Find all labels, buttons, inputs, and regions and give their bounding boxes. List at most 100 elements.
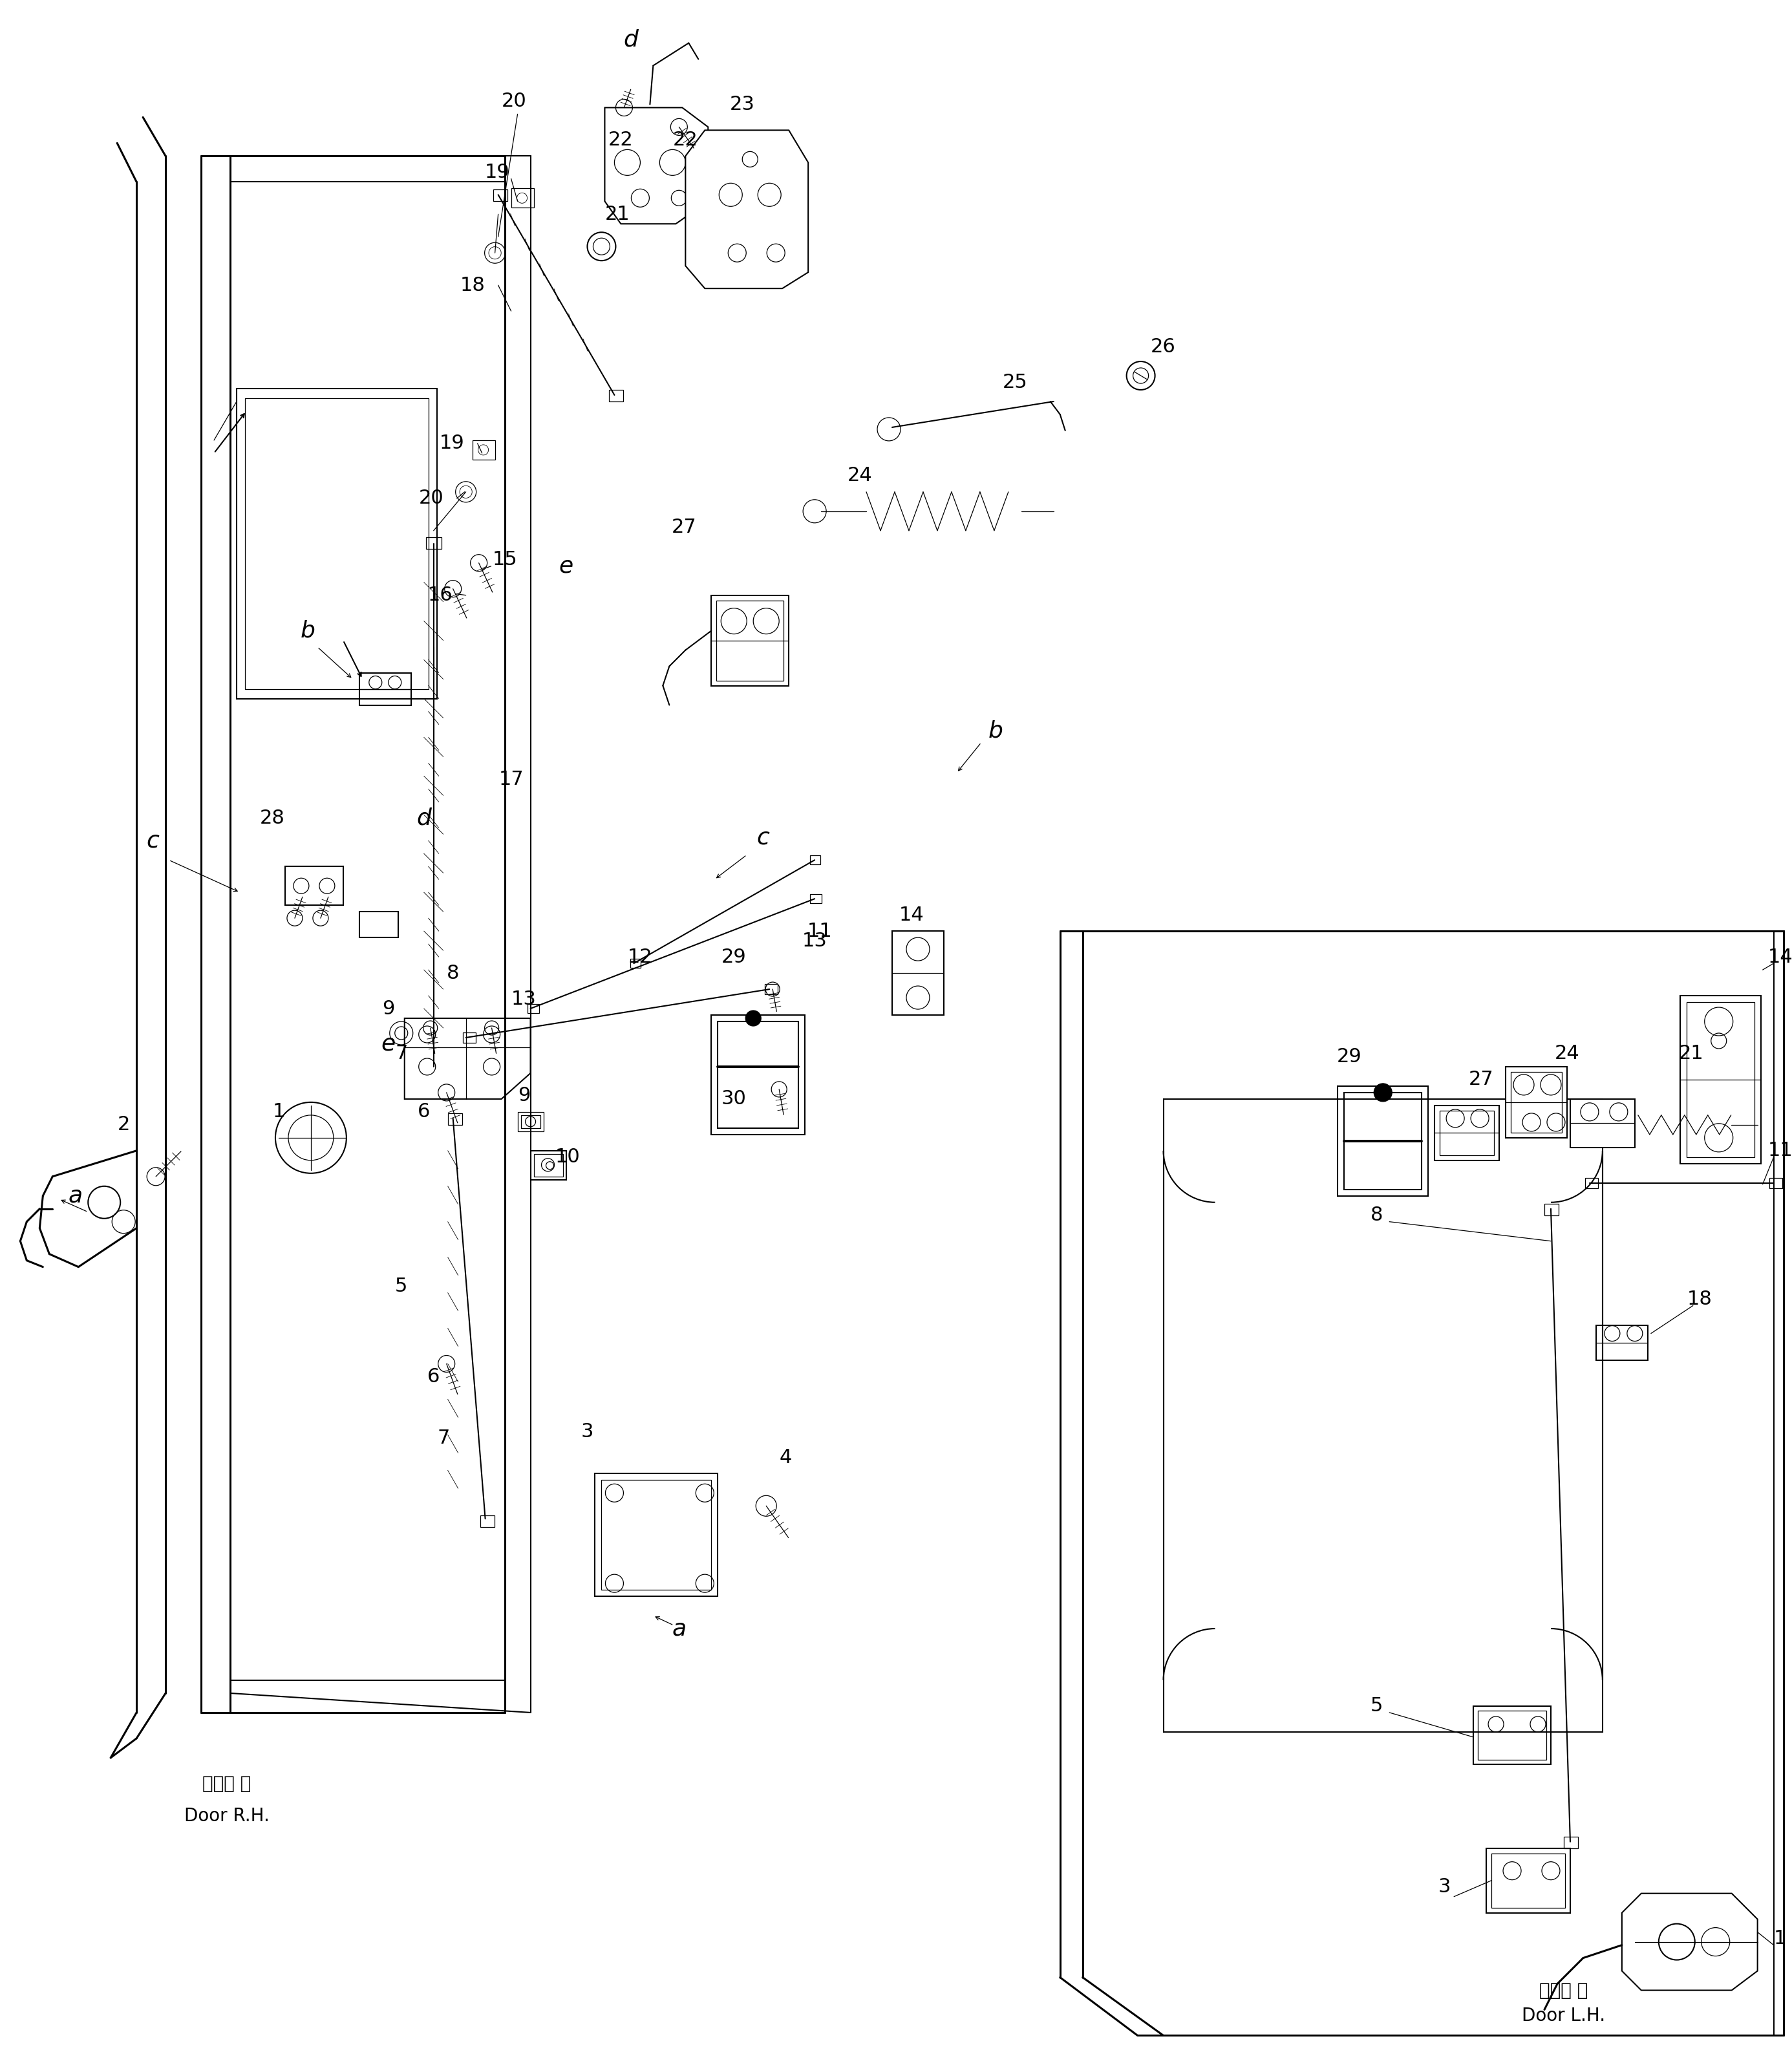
Text: 11: 11: [806, 922, 831, 941]
Bar: [493, 190, 507, 202]
Text: 14: 14: [1767, 947, 1792, 965]
Text: 8: 8: [446, 963, 459, 982]
Text: 18: 18: [461, 276, 486, 295]
Bar: [1564, 1836, 1579, 1848]
Bar: [1435, 1106, 1500, 1159]
Text: 14: 14: [900, 906, 925, 924]
Text: 22: 22: [607, 130, 633, 149]
Bar: [1478, 1710, 1546, 1760]
Text: 9: 9: [382, 998, 394, 1017]
Text: 3: 3: [581, 1421, 593, 1440]
Bar: [1339, 1085, 1428, 1197]
Bar: [1486, 1848, 1570, 1912]
Bar: [711, 1015, 805, 1135]
Text: 1: 1: [272, 1102, 285, 1122]
Bar: [609, 390, 624, 402]
Bar: [360, 912, 398, 937]
Text: 25: 25: [1002, 373, 1027, 392]
Circle shape: [745, 1011, 762, 1025]
Bar: [534, 1153, 563, 1176]
Text: 18: 18: [1686, 1289, 1711, 1308]
Text: 5: 5: [394, 1277, 407, 1296]
Bar: [1545, 1203, 1559, 1215]
Text: 8: 8: [1371, 1207, 1383, 1225]
Text: 1: 1: [1774, 1929, 1787, 1947]
Bar: [473, 439, 495, 460]
Text: 22: 22: [674, 130, 699, 149]
Text: 15: 15: [493, 551, 518, 569]
Text: ドアー 右: ドアー 右: [202, 1774, 251, 1793]
Bar: [518, 1112, 543, 1131]
Text: 27: 27: [1469, 1071, 1495, 1089]
Bar: [480, 1516, 495, 1527]
Polygon shape: [405, 1019, 530, 1100]
Text: e: e: [382, 1034, 396, 1054]
Text: 3: 3: [1437, 1877, 1450, 1896]
Text: 6: 6: [426, 1368, 439, 1386]
Text: 30: 30: [722, 1089, 747, 1108]
Bar: [1597, 1324, 1647, 1362]
Bar: [719, 1021, 799, 1128]
Bar: [595, 1473, 719, 1597]
Bar: [426, 536, 441, 549]
Text: 7: 7: [394, 1044, 407, 1062]
Text: 19: 19: [439, 433, 464, 452]
Text: a: a: [672, 1617, 686, 1640]
Bar: [1686, 1003, 1754, 1157]
Text: c: c: [147, 829, 159, 852]
Bar: [462, 1032, 475, 1042]
Text: d: d: [624, 29, 638, 52]
Text: 4: 4: [780, 1448, 792, 1467]
Text: 24: 24: [1554, 1044, 1579, 1062]
Text: 13: 13: [511, 990, 536, 1009]
Text: 28: 28: [260, 809, 285, 827]
Bar: [1586, 1178, 1598, 1188]
Bar: [892, 930, 944, 1015]
Bar: [711, 596, 788, 685]
Bar: [521, 1116, 539, 1128]
Text: ドアー 左: ドアー 左: [1539, 1980, 1588, 1999]
Bar: [810, 893, 823, 904]
Text: 16: 16: [428, 586, 453, 604]
Bar: [1163, 1100, 1602, 1733]
Bar: [1570, 1100, 1634, 1147]
Bar: [426, 1062, 441, 1075]
Bar: [285, 866, 344, 906]
Text: 7: 7: [437, 1430, 450, 1448]
Text: 21: 21: [1679, 1044, 1704, 1062]
Text: 11: 11: [1767, 1141, 1792, 1159]
Text: c: c: [756, 827, 769, 848]
Bar: [602, 1479, 711, 1591]
Text: 27: 27: [672, 518, 697, 536]
Text: 6: 6: [418, 1102, 430, 1122]
Bar: [631, 959, 642, 968]
Bar: [1769, 1178, 1781, 1188]
Bar: [1511, 1073, 1563, 1133]
Bar: [1491, 1853, 1564, 1908]
Bar: [530, 1151, 566, 1180]
Text: b: b: [987, 720, 1004, 743]
Text: 12: 12: [627, 947, 652, 965]
Text: e: e: [559, 555, 573, 578]
Bar: [765, 984, 778, 994]
Bar: [717, 600, 783, 681]
Text: 19: 19: [484, 163, 509, 182]
Bar: [527, 1005, 539, 1013]
Text: 20: 20: [419, 489, 444, 507]
Text: d: d: [416, 807, 432, 829]
Text: 17: 17: [498, 769, 523, 788]
Text: 21: 21: [606, 204, 631, 223]
Text: a: a: [68, 1184, 82, 1207]
Text: 29: 29: [1337, 1048, 1362, 1067]
Text: 20: 20: [502, 91, 527, 111]
Bar: [1473, 1706, 1550, 1764]
Text: 23: 23: [729, 95, 754, 113]
Bar: [1505, 1067, 1566, 1137]
Text: b: b: [301, 619, 315, 642]
Bar: [1439, 1110, 1495, 1155]
Bar: [1344, 1093, 1421, 1190]
Polygon shape: [686, 130, 808, 289]
Polygon shape: [1622, 1894, 1758, 1991]
Text: 26: 26: [1150, 336, 1176, 357]
Circle shape: [1374, 1083, 1392, 1102]
